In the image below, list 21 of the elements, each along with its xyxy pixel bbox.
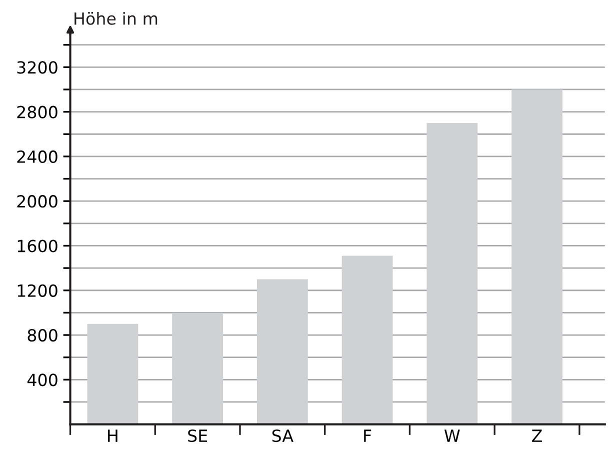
bar <box>426 122 478 424</box>
x-tick-label: SA <box>272 429 294 442</box>
y-tick-label: 800 <box>28 328 58 342</box>
bar <box>172 312 224 424</box>
y-tick-label: 2800 <box>17 106 58 118</box>
y-tick-label: 400 <box>27 374 58 386</box>
x-tick-label: SE <box>188 429 208 442</box>
y-tick-label: 1600 <box>18 240 58 252</box>
x-tick-label: H <box>108 430 118 442</box>
x-tick-label: W <box>444 430 460 442</box>
bar <box>342 256 393 424</box>
y-tick-label: 2000 <box>17 195 58 208</box>
y-tick-label: 2400 <box>17 150 58 164</box>
bar <box>256 279 308 424</box>
x-tick-label: F <box>364 430 372 442</box>
y-axis-title: Höhe in m <box>74 12 158 25</box>
y-tick-label: 1200 <box>18 284 58 297</box>
bar <box>87 324 138 424</box>
bar <box>512 89 562 424</box>
y-tick-label: 3200 <box>17 61 58 74</box>
x-tick-label: Z <box>532 430 542 442</box>
